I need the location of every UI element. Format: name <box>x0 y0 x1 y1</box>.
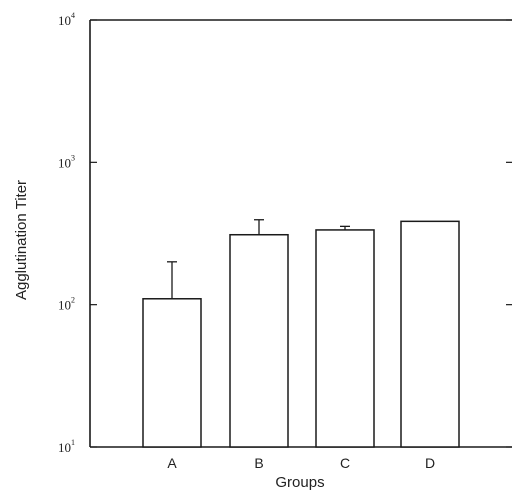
x-tick-label-A: A <box>167 455 177 471</box>
bar-C <box>315 229 375 448</box>
y-ticks: 101 102 103 104 <box>58 11 512 455</box>
x-tick-label-D: D <box>425 455 435 471</box>
bars <box>142 219 460 448</box>
y-tick-label-2: 103 <box>58 153 75 170</box>
y-tick-label-0: 101 <box>58 438 75 455</box>
x-tick-label-C: C <box>340 455 350 471</box>
y-tick-label-3: 104 <box>58 11 75 28</box>
x-axis-title: Groups <box>275 474 324 491</box>
bar-B <box>229 233 289 448</box>
y-axis-title: Agglutination Titer <box>13 180 30 300</box>
bar-D <box>400 220 460 448</box>
bar-A <box>142 298 202 448</box>
y-tick-label-1: 102 <box>58 296 75 313</box>
x-tick-label-B: B <box>254 455 263 471</box>
x-tick-labels: A B C D <box>167 455 435 471</box>
